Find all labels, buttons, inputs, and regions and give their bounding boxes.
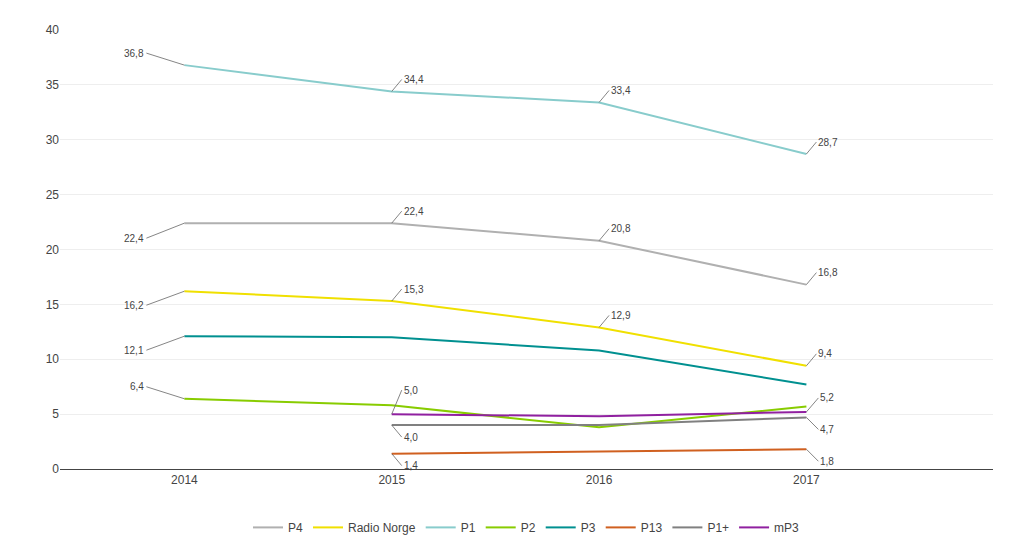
svg-text:22,4: 22,4 — [404, 206, 424, 217]
svg-text:16,8: 16,8 — [818, 267, 838, 278]
svg-text:34,4: 34,4 — [404, 74, 424, 85]
svg-text:4,7: 4,7 — [820, 424, 834, 435]
svg-text:12,1: 12,1 — [124, 345, 144, 356]
svg-text:1,4: 1,4 — [404, 460, 418, 471]
svg-text:4,0: 4,0 — [404, 432, 418, 443]
svg-text:30: 30 — [46, 133, 60, 147]
svg-text:5,0: 5,0 — [404, 385, 418, 396]
svg-text:P1+: P1+ — [707, 521, 729, 535]
svg-text:28,7: 28,7 — [818, 137, 838, 148]
svg-text:15,3: 15,3 — [404, 284, 424, 295]
svg-text:1,8: 1,8 — [820, 456, 834, 467]
svg-text:15: 15 — [46, 298, 60, 312]
svg-text:6,4: 6,4 — [130, 381, 144, 392]
svg-text:16,2: 16,2 — [124, 300, 144, 311]
svg-text:12,9: 12,9 — [611, 310, 631, 321]
svg-text:Radio Norge: Radio Norge — [348, 521, 416, 535]
svg-text:10: 10 — [46, 352, 60, 366]
svg-text:33,4: 33,4 — [611, 85, 631, 96]
svg-text:22,4: 22,4 — [124, 233, 144, 244]
svg-text:25: 25 — [46, 188, 60, 202]
svg-text:20,8: 20,8 — [611, 223, 631, 234]
svg-text:mP3: mP3 — [774, 521, 799, 535]
svg-text:35: 35 — [46, 78, 60, 92]
svg-text:0: 0 — [52, 462, 59, 476]
svg-text:9,4: 9,4 — [818, 348, 832, 359]
svg-text:P1: P1 — [461, 521, 476, 535]
svg-text:2014: 2014 — [171, 473, 198, 487]
svg-text:2015: 2015 — [378, 473, 405, 487]
svg-text:P13: P13 — [641, 521, 663, 535]
svg-text:2017: 2017 — [793, 473, 820, 487]
svg-text:P4: P4 — [288, 521, 303, 535]
svg-text:5: 5 — [52, 407, 59, 421]
svg-text:40: 40 — [46, 23, 60, 37]
svg-text:36,8: 36,8 — [124, 48, 144, 59]
svg-text:20: 20 — [46, 243, 60, 257]
svg-text:P2: P2 — [521, 521, 536, 535]
svg-text:2016: 2016 — [586, 473, 613, 487]
svg-text:5,2: 5,2 — [820, 392, 834, 403]
svg-text:P3: P3 — [581, 521, 596, 535]
